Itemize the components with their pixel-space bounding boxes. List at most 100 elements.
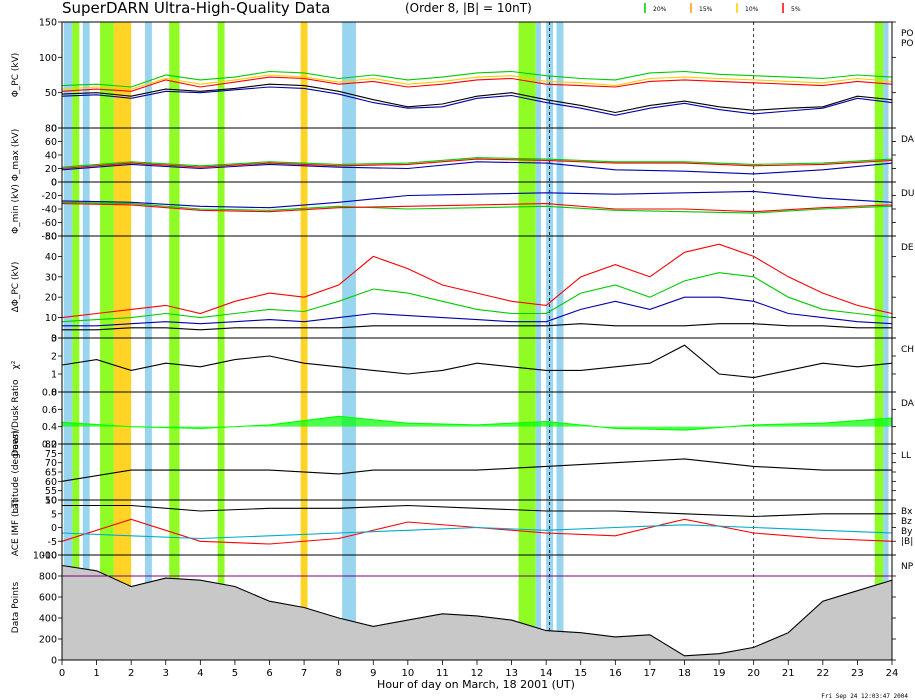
right-panel-label: Bz [901, 517, 912, 527]
y-tick-label: 10 [45, 313, 57, 324]
y-tick-label: 0 [51, 178, 57, 189]
x-tick-label: 3 [163, 668, 169, 679]
y-tick-label: 800 [39, 572, 57, 583]
y-tick-label: 60 [45, 137, 57, 148]
y-tick-label: 40 [45, 252, 57, 263]
y-tick-label: 0 [51, 334, 57, 345]
series-line [62, 323, 892, 331]
y-tick-label: 50 [45, 88, 57, 99]
right-panel-label: DA [901, 399, 915, 409]
legend-label: 5% [791, 6, 801, 13]
x-tick-label: 9 [370, 668, 376, 679]
series-line [61, 74, 893, 90]
x-tick-label: 7 [301, 668, 307, 679]
right-panel-label: NP [901, 562, 914, 572]
y-axis-label: ΔΦ_PC (kV) [11, 262, 21, 313]
x-tick-label: 17 [644, 668, 657, 679]
series-line [61, 564, 893, 657]
x-tick-label: 2 [128, 668, 134, 679]
y-tick-label: 1 [51, 370, 57, 381]
y-tick-label: 0.2 [42, 440, 57, 451]
legend-label: 20% [653, 6, 667, 13]
x-tick-label: 22 [816, 668, 829, 679]
x-tick-label: 8 [335, 668, 341, 679]
series-line [61, 76, 893, 92]
x-tick-label: 5 [232, 668, 238, 679]
y-tick-label: 50 [45, 496, 57, 507]
highlight-band [82, 22, 90, 660]
y-tick-label: 0 [51, 124, 57, 135]
y-axis-label: Φ_min (kV) [11, 184, 21, 234]
panel-2: 0 20 40 60 80 Φ_max (kV) DA [11, 124, 915, 189]
right-panel-label: CH [901, 345, 914, 355]
y-tick-label: 400 [39, 614, 57, 625]
panel-frame [61, 21, 893, 129]
y-axis-label: Data Points [11, 581, 21, 633]
series-line [61, 524, 893, 540]
x-tick-label: 24 [886, 668, 899, 679]
right-panel-label: PO [901, 39, 914, 49]
y-axis-label: χ² [11, 360, 21, 369]
right-panel-label: LL [901, 451, 911, 461]
series-line [61, 161, 893, 175]
highlight-band [518, 22, 536, 660]
y-tick-label: -40 [41, 205, 57, 216]
y-axis-label: Φ_max (kV) [11, 129, 21, 181]
y-axis-label: Φ_PC (kV) [11, 53, 21, 98]
y-tick-label: 75 [45, 449, 57, 460]
figure-subtitle: (Order 8, |B| = 10nT) [405, 1, 532, 15]
y-tick-label: -60 [41, 218, 57, 229]
y-tick-label: 0.8 [42, 388, 57, 399]
y-tick-label: 50 [45, 232, 57, 243]
highlight-band [72, 22, 80, 660]
x-axis-label: Hour of day on March, 18 2001 (UT) [377, 678, 575, 691]
y-tick-label: 40 [45, 151, 57, 162]
panel-3: -80 -60 -40 -20 0 Φ_min (kV) DU [11, 178, 915, 243]
panel-frame [61, 443, 893, 501]
series-line [61, 458, 892, 482]
y-tick-label: 0 [51, 656, 57, 667]
x-axis: 0 1 2 3 4 5 6 7 8 9 10 11 12 13 14 15 16 17 18 19 20 21 22 23 24 [59, 660, 899, 679]
x-tick-label: 11 [436, 668, 449, 679]
y-tick-label: -80 [41, 232, 57, 243]
right-panel-label: |B| [901, 537, 913, 547]
y-tick-label: 150 [39, 18, 57, 29]
x-tick-label: 4 [197, 668, 203, 679]
highlight-band [217, 22, 225, 660]
highlight-band [145, 22, 152, 660]
y-axis-label: Dawn/Dusk Ratio [11, 379, 21, 457]
y-tick-label: 80 [45, 124, 57, 135]
x-tick-label: 14 [540, 668, 553, 679]
highlight-band [63, 22, 73, 660]
y-tick-label: 0 [51, 178, 57, 189]
x-tick-label: 15 [574, 668, 587, 679]
series-line [61, 83, 893, 114]
y-tick-label: 3 [51, 334, 57, 345]
series-line [61, 201, 893, 214]
y-tick-label: -5 [48, 537, 57, 548]
legend-label: 10% [745, 6, 759, 13]
series-line [61, 415, 893, 431]
y-tick-label: 2 [51, 352, 57, 363]
series-line [62, 296, 893, 327]
y-tick-label: 10 [45, 496, 57, 507]
y-tick-label: 80 [45, 440, 57, 451]
panel-frame [61, 127, 893, 183]
highlight-band [169, 22, 180, 660]
y-tick-label: 65 [45, 468, 57, 479]
right-panel-label: DE [901, 243, 914, 253]
y-tick-label: -20 [41, 191, 57, 202]
highlight-band [100, 22, 114, 660]
y-axis-label: ACE IMF (nT) [11, 499, 21, 557]
highlight-band [535, 22, 541, 660]
series-line [61, 272, 893, 323]
right-panel-label: Bx [901, 507, 913, 517]
series-line [61, 86, 893, 116]
y-tick-label: 5 [51, 509, 57, 520]
x-tick-label: 13 [505, 668, 518, 679]
y-tick-label: 0 [51, 388, 57, 399]
highlight-band [342, 22, 356, 660]
x-tick-label: 6 [266, 668, 272, 679]
series-line [61, 243, 893, 319]
